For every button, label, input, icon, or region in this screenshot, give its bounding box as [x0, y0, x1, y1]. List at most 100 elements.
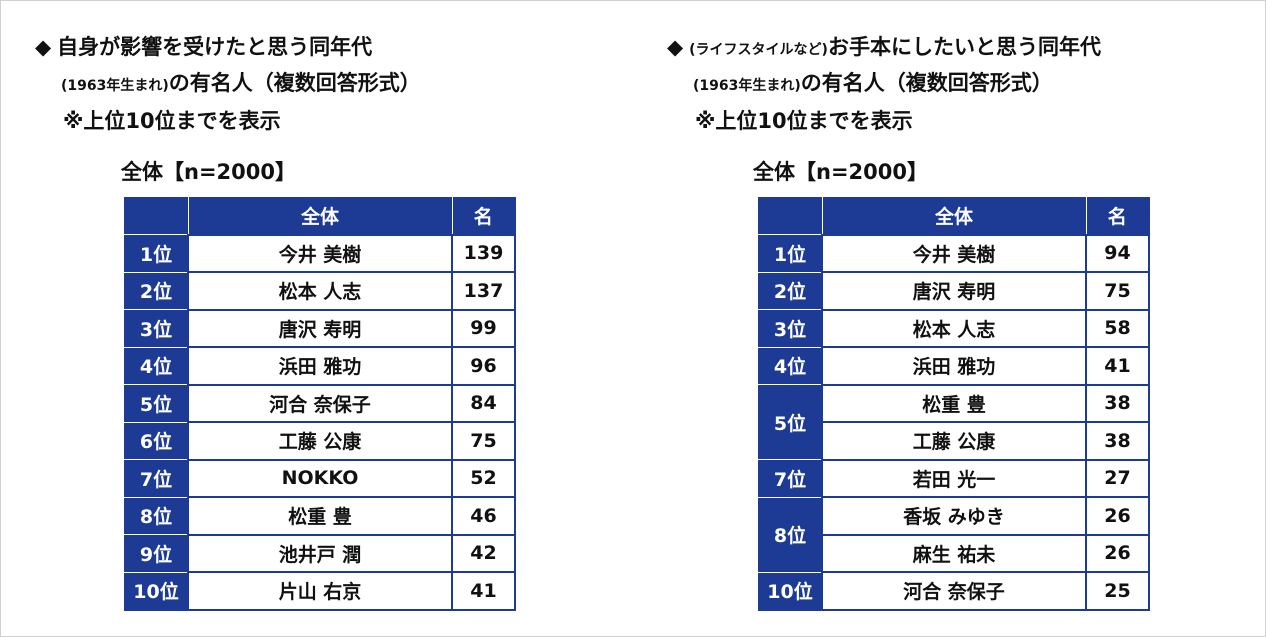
count-cell: 26	[1085, 496, 1150, 536]
header-cell: 全体	[821, 197, 1087, 235]
title-sub-prefix: (1963年生まれ)	[61, 78, 169, 94]
rank-cell: 8位	[124, 496, 189, 535]
row: 8位 松重 豊 46	[124, 496, 516, 536]
name-cell: 浜田 雅功	[821, 346, 1087, 386]
count-cell: 137	[451, 271, 516, 311]
count-cell: 38	[1085, 421, 1150, 461]
count-cell: 25	[1085, 571, 1150, 611]
row: 10位 河合 奈保子 25	[758, 571, 1150, 611]
name-cell: 唐沢 寿明	[821, 271, 1087, 311]
header-cell: 全体	[187, 197, 453, 235]
name-cell: 麻生 祐未	[821, 533, 1087, 573]
row: 1位 今井 美樹 94	[758, 233, 1150, 273]
name-cell: 池井戸 潤	[187, 533, 453, 573]
name-cell: 香坂 みゆき	[821, 496, 1087, 536]
rank-cell: 4位	[758, 346, 823, 385]
rank-cell: 5位	[758, 384, 823, 460]
name-cell: 片山 右京	[187, 571, 453, 611]
row: 工藤 公康 38	[759, 421, 1150, 461]
header-cell: 名	[1085, 197, 1150, 235]
name-cell: 今井 美樹	[821, 233, 1087, 273]
count-cell: 41	[1085, 346, 1150, 386]
count-cell: 27	[1085, 458, 1150, 498]
row: 1位 今井 美樹 139	[124, 233, 516, 273]
count-cell: 75	[451, 421, 516, 461]
title-line: ◆ (ライフスタイルなど)お手本にしたいと思う同年代	[667, 31, 1101, 61]
panel: ◆ (ライフスタイルなど)お手本にしたいと思う同年代 (1963年生まれ)の有名人（…	[667, 1, 1266, 636]
rank-cell: 2位	[758, 271, 823, 310]
count-cell: 26	[1085, 533, 1150, 573]
bullet: ◆	[35, 35, 52, 59]
row: 5位 松重 豊 38	[758, 383, 1150, 460]
name-cell: 松本 人志	[821, 308, 1087, 348]
name-cell: 松重 豊	[821, 383, 1087, 423]
panel: ◆ 自身が影響を受けたと思う同年代 (1963年生まれ)の有名人（複数回答形式） ※上…	[35, 1, 635, 636]
sample-size: 全体【n=2000】	[753, 160, 928, 184]
row: 2位 松本 人志 137	[124, 271, 516, 311]
name-cell: 工藤 公康	[821, 421, 1087, 461]
rank-cell: 4位	[124, 346, 189, 385]
row: 10位 片山 右京 41	[124, 571, 516, 611]
title-sub: の有名人（複数回答形式）	[800, 71, 1053, 95]
count-cell: 42	[451, 533, 516, 573]
rank-cell: 10位	[124, 571, 189, 611]
name-cell: 松本 人志	[187, 271, 453, 311]
title-line: (1963年生まれ)の有名人（複数回答形式）	[693, 67, 1053, 97]
count-cell: 84	[451, 383, 516, 423]
count-cell: 58	[1085, 308, 1150, 348]
rank-cell: 5位	[124, 384, 189, 423]
rank-cell: 3位	[758, 309, 823, 348]
name-cell: 今井 美樹	[187, 233, 453, 273]
ranking-table: 全体名 1位 今井 美樹 139 2位 松本 人志 137 3位 唐沢 寿明 99 4位 浜田 雅功 9…	[124, 197, 516, 611]
rank-cell: 8位	[758, 496, 823, 573]
rank-cell: 10位	[758, 571, 823, 611]
ranking-table: 全体名 1位 今井 美樹 94 2位 唐沢 寿明 75 3位 松本 人志 58 4位 浜田 雅功 41 5…	[758, 197, 1150, 611]
bullet: ◆	[667, 35, 684, 59]
row: 9位 池井戸 潤 42	[124, 533, 516, 573]
row: 7位 若田 光一 27	[758, 458, 1150, 498]
count-cell: 94	[1085, 233, 1150, 273]
name-cell: 唐沢 寿明	[187, 308, 453, 348]
count-cell: 46	[451, 496, 516, 536]
title-sub: の有名人（複数回答形式）	[168, 71, 421, 95]
note: ※上位10位までを表示	[695, 109, 913, 133]
rank-cell: 9位	[124, 534, 189, 573]
row: 7位 NOKKO 52	[124, 458, 516, 498]
count-cell: 75	[1085, 271, 1150, 311]
rank-cell: 2位	[124, 271, 189, 310]
rank-cell: 7位	[124, 459, 189, 498]
title-line: (1963年生まれ)の有名人（複数回答形式）	[61, 67, 421, 97]
title: 自身が影響を受けたと思う同年代	[57, 35, 373, 59]
count-cell: 41	[451, 571, 516, 611]
count-cell: 52	[451, 458, 516, 498]
row: 5位 河合 奈保子 84	[124, 383, 516, 423]
row: 4位 浜田 雅功 41	[758, 346, 1150, 386]
name-cell: 浜田 雅功	[187, 346, 453, 386]
row: 3位 唐沢 寿明 99	[124, 308, 516, 348]
header-cell: 名	[451, 197, 516, 235]
row: 3位 松本 人志 58	[758, 308, 1150, 348]
title-sub-prefix: (1963年生まれ)	[693, 78, 801, 94]
rank-cell: 3位	[124, 309, 189, 348]
row: 麻生 祐未 26	[759, 533, 1150, 573]
row: 2位 唐沢 寿明 75	[758, 271, 1150, 311]
header-row: 全体名	[758, 197, 1150, 235]
title-line: ◆ 自身が影響を受けたと思う同年代	[35, 31, 372, 61]
header-cell	[758, 197, 823, 235]
header-row: 全体名	[124, 197, 516, 235]
rank-cell: 6位	[124, 421, 189, 460]
row: 6位 工藤 公康 75	[124, 421, 516, 461]
name-cell: 若田 光一	[821, 458, 1087, 498]
name-cell: NOKKO	[187, 458, 453, 498]
row: 4位 浜田 雅功 96	[124, 346, 516, 386]
rank-cell: 1位	[758, 234, 823, 273]
count-cell: 139	[451, 233, 516, 273]
count-cell: 96	[451, 346, 516, 386]
sample-size: 全体【n=2000】	[121, 160, 296, 184]
count-cell: 99	[451, 308, 516, 348]
name-cell: 河合 奈保子	[821, 571, 1087, 611]
title-prefix: (ライフスタイルなど)	[689, 42, 828, 58]
count-cell: 38	[1085, 383, 1150, 423]
name-cell: 河合 奈保子	[187, 383, 453, 423]
